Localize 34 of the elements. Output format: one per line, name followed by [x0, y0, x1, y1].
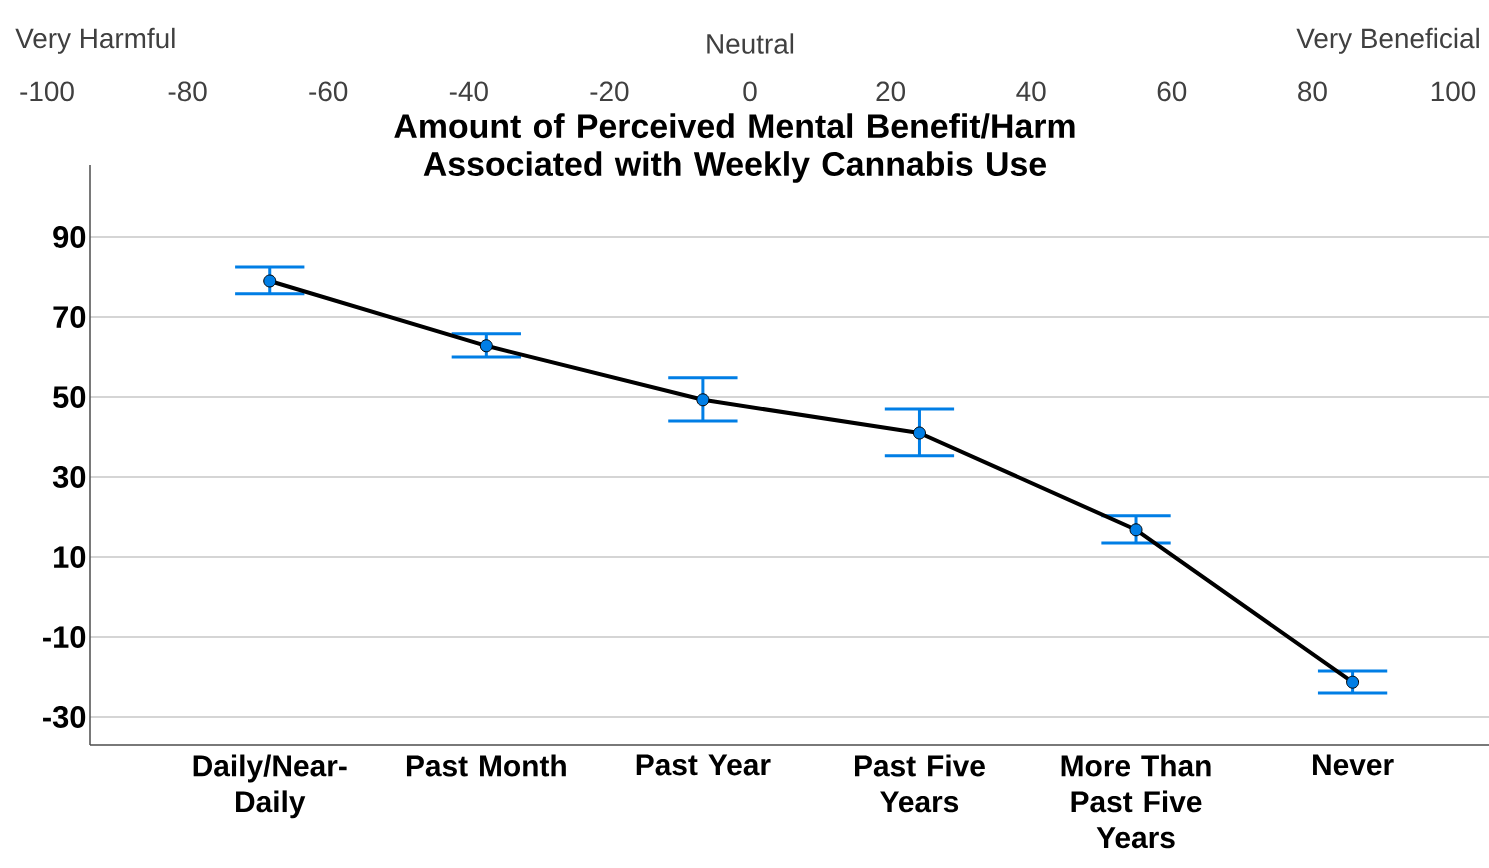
- chart-title: Amount of Perceived Mental Benefit/Harm Associated with Weekly Cannabis Use: [394, 113, 1075, 183]
- x2-tick-label: -20: [590, 81, 629, 102]
- point: [696, 393, 710, 407]
- x-tick-label: Past Five Years: [855, 754, 985, 813]
- y-tick-label: 50: [53, 386, 86, 408]
- point: [479, 339, 493, 353]
- x2-tick-label: 60: [1157, 81, 1187, 102]
- x-tick-label: Past Month: [406, 754, 566, 777]
- x2-tick-label: 40: [1016, 81, 1046, 102]
- x-tick-label: Daily/Near-Daily: [193, 754, 347, 819]
- point: [263, 274, 277, 288]
- x2-tick-label: -80: [168, 81, 207, 102]
- x-tick-label: Never: [1313, 754, 1394, 776]
- y-tick-label: 90: [53, 226, 86, 248]
- x2-tick-label: 20: [876, 81, 906, 102]
- x2-tick-label: 80: [1298, 81, 1327, 102]
- x2-tick-label: -60: [309, 81, 348, 102]
- x2-tick-label: 0: [743, 81, 757, 102]
- point: [912, 426, 926, 440]
- x-tick-label: Past Year: [636, 754, 771, 776]
- y-tick-label: -10: [43, 626, 86, 648]
- x2-tick-label: -40: [449, 81, 488, 102]
- text: Very Harmful: [15, 27, 175, 54]
- y-tick-label: 30: [52, 466, 86, 488]
- y-tick-label: -30: [43, 706, 86, 728]
- y-tick-label: 10: [54, 546, 86, 568]
- text: Very Beneficial: [1296, 27, 1479, 54]
- x-tick-label: More Than Past Five Years: [1061, 754, 1211, 849]
- y-tick-label: 70: [53, 306, 86, 328]
- x2-tick-label: 100: [1431, 81, 1476, 102]
- point: [1129, 523, 1143, 537]
- x2-tick-label: -100: [20, 81, 74, 102]
- text: Neutral: [707, 33, 794, 54]
- point: [1346, 675, 1360, 689]
